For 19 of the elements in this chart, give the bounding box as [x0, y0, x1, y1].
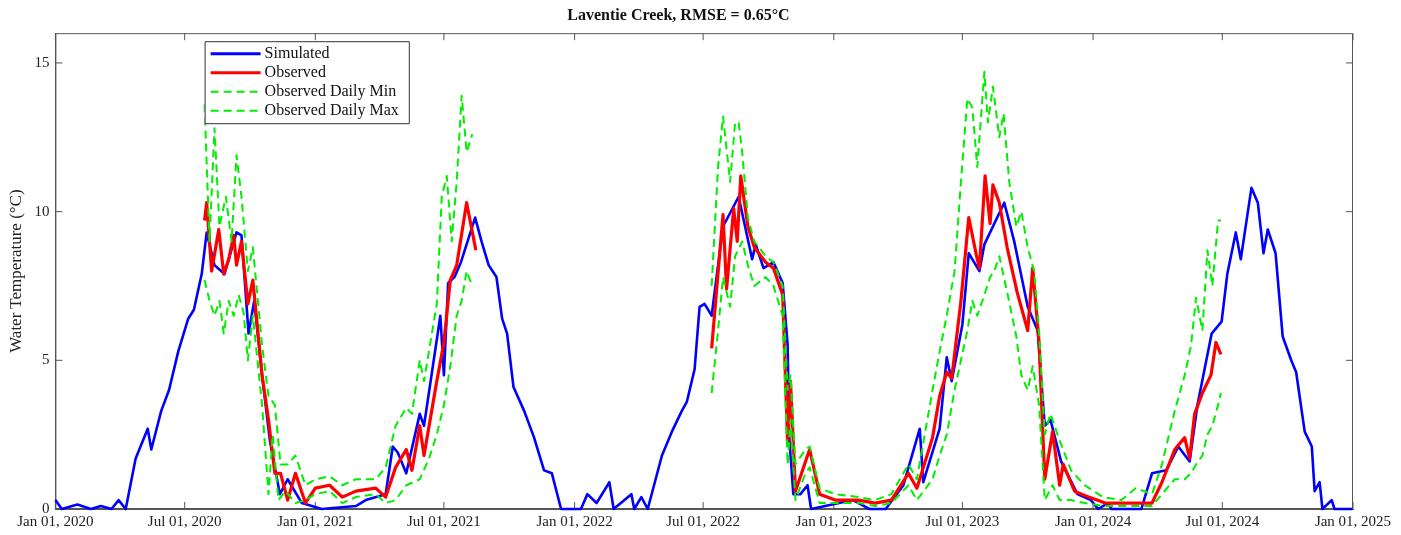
x-tick-label: Jan 01, 2022: [536, 512, 613, 529]
x-tick-label: Jan 01, 2024: [1054, 512, 1132, 529]
legend-label: Observed: [264, 62, 326, 80]
x-tick-label: Jul 01, 2020: [147, 512, 222, 529]
x-tick-label: Jul 01, 2024: [1185, 512, 1260, 529]
x-tick-label: Jul 01, 2022: [666, 512, 741, 529]
x-tick-label: Jan 01, 2023: [795, 512, 872, 529]
x-tick-label: Jan 01, 2021: [277, 512, 354, 529]
y-tick-label: 5: [41, 351, 50, 368]
legend-label: Simulated: [264, 43, 330, 61]
x-tick-label: Jul 01, 2023: [925, 512, 1000, 529]
legend-label: Observed Daily Max: [264, 100, 399, 119]
y-tick-label: 15: [34, 53, 50, 70]
x-tick-label: Jul 01, 2021: [407, 512, 481, 529]
x-tick-label: Jan 01, 2025: [1314, 512, 1392, 529]
chart-title: Laventie Creek, RMSE = 0.65°C: [567, 5, 790, 23]
legend-label: Observed Daily Min: [264, 81, 397, 100]
y-axis-title: Water Temperature (°C): [5, 189, 25, 353]
y-tick-label: 10: [34, 202, 50, 219]
